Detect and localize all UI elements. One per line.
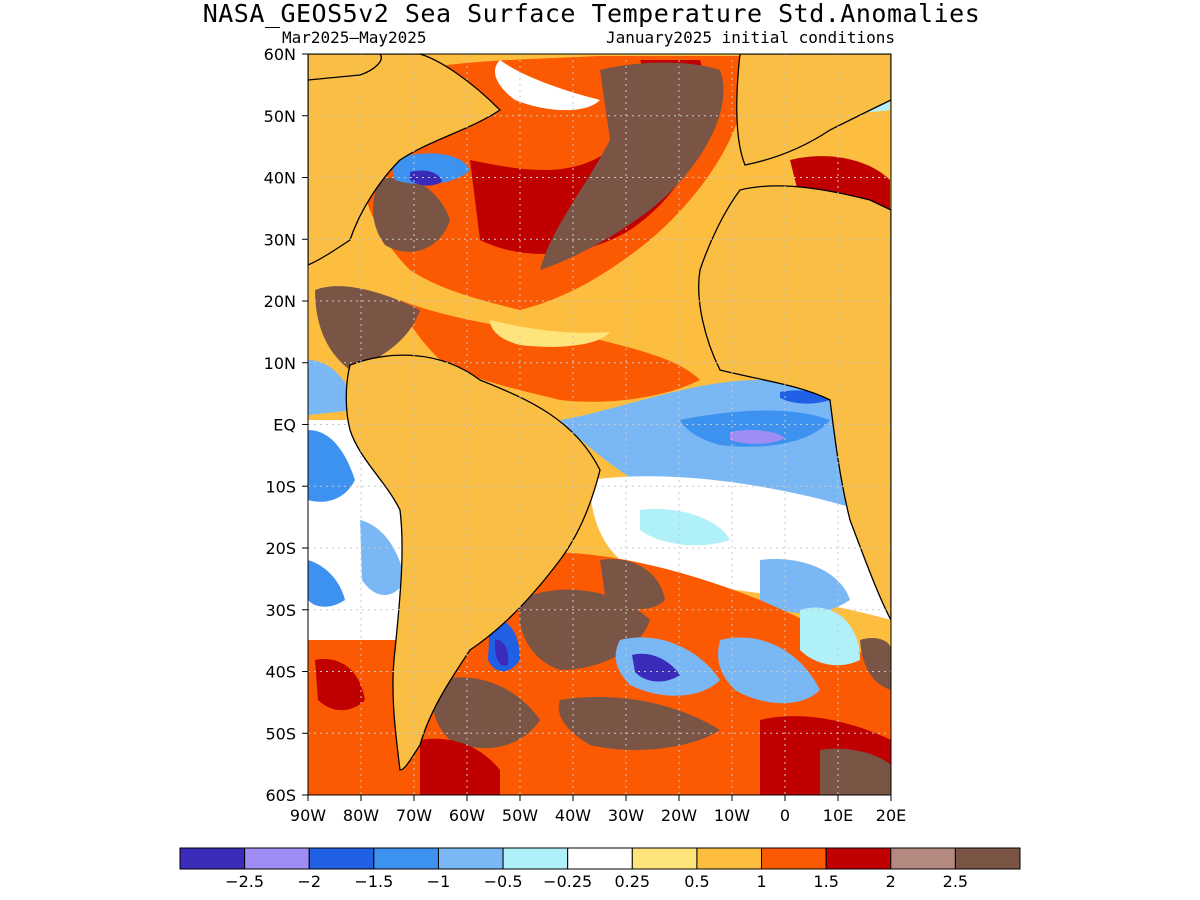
colorbar-swatch (437, 847, 504, 870)
colorbar-swatch (308, 847, 375, 870)
lon-tick-label: 40W (555, 806, 591, 825)
lon-tick-label: 80W (343, 806, 379, 825)
lon-tick-label: 90W (290, 806, 326, 825)
continents (308, 54, 891, 771)
colorbar-label: 1.5 (813, 872, 838, 891)
colorbar-label: 1 (756, 872, 766, 891)
map-plot-area (308, 54, 891, 795)
lat-tick-label: 30N (264, 230, 296, 249)
colorbar-swatch (954, 847, 1021, 870)
colorbar-label: −0.25 (543, 872, 592, 891)
lat-tick-label: 50S (265, 724, 296, 743)
colorbar-label: 2.5 (943, 872, 968, 891)
colorbar-swatch (631, 847, 698, 870)
colorbar: −2.5 −2 −1.5 −1 −0.5 −0.25 0.25 0.5 1 1.5 2 2.5 (179, 847, 1021, 891)
lat-tick-label: 60N (264, 45, 296, 64)
anomaly-field-tropical-atlantic (560, 380, 891, 528)
lon-tick-label: 20W (661, 806, 697, 825)
latitude-axis: 60N 50N 40N 30N 20N 10N EQ 10S 20S 30S 40S 50S 60S (264, 45, 308, 805)
colorbar-label: −2.5 (225, 872, 264, 891)
europe-land (736, 54, 891, 166)
lon-tick-label: 10W (714, 806, 750, 825)
anomaly-field-southern-ocean (416, 552, 891, 795)
lon-tick-label: 10E (823, 806, 853, 825)
forecast-period: Mar2025–May2025 (282, 28, 427, 47)
lat-tick-label: 60S (265, 786, 296, 805)
lon-tick-label: 30W (608, 806, 644, 825)
lat-tick-label: 10S (265, 477, 296, 496)
initial-conditions: January2025 initial conditions (606, 28, 895, 47)
lon-tick-label: 0 (780, 806, 790, 825)
lat-tick-label: 40N (264, 169, 296, 188)
colorbar-label: 2 (886, 872, 896, 891)
colorbar-swatch (567, 847, 633, 870)
colorbar-swatch (696, 847, 763, 870)
lon-tick-label: 70W (396, 806, 432, 825)
colorbar-swatch (761, 847, 827, 870)
colorbar-swatch (373, 847, 439, 870)
lat-tick-label: 20S (265, 539, 296, 558)
colorbar-swatch (244, 847, 310, 870)
south-america-land (345, 354, 601, 771)
north-america-land (308, 54, 502, 266)
graticule (308, 54, 891, 795)
colorbar-swatch (179, 847, 246, 870)
colorbar-label: −0.5 (484, 872, 523, 891)
lon-tick-label: 20E (876, 806, 906, 825)
lat-tick-label: 50N (264, 107, 296, 126)
longitude-axis: 90W 80W 70W 60W 50W 40W 30W 20W 10W 0 10E 20E (290, 795, 906, 825)
colorbar-label: −1.5 (354, 872, 393, 891)
lat-tick-label: EQ (273, 416, 296, 435)
colorbar-swatch (890, 847, 956, 870)
colorbar-label: 0.25 (614, 872, 650, 891)
colorbar-label: −2 (297, 872, 321, 891)
lon-tick-label: 60W (449, 806, 485, 825)
lon-tick-label: 50W (502, 806, 538, 825)
africa-land (698, 185, 891, 621)
colorbar-label: −1 (427, 872, 451, 891)
lat-tick-label: 20N (264, 292, 296, 311)
colorbar-label: 0.5 (684, 872, 709, 891)
lat-tick-label: 40S (265, 663, 296, 682)
lat-tick-label: 30S (265, 601, 296, 620)
colorbar-swatch (502, 847, 569, 870)
colorbar-swatch (825, 847, 892, 870)
anomaly-field-caribbean (315, 286, 420, 370)
lat-tick-label: 10N (264, 354, 296, 373)
chart-title: NASA_GEOS5v2 Sea Surface Temperature Std… (202, 0, 981, 28)
